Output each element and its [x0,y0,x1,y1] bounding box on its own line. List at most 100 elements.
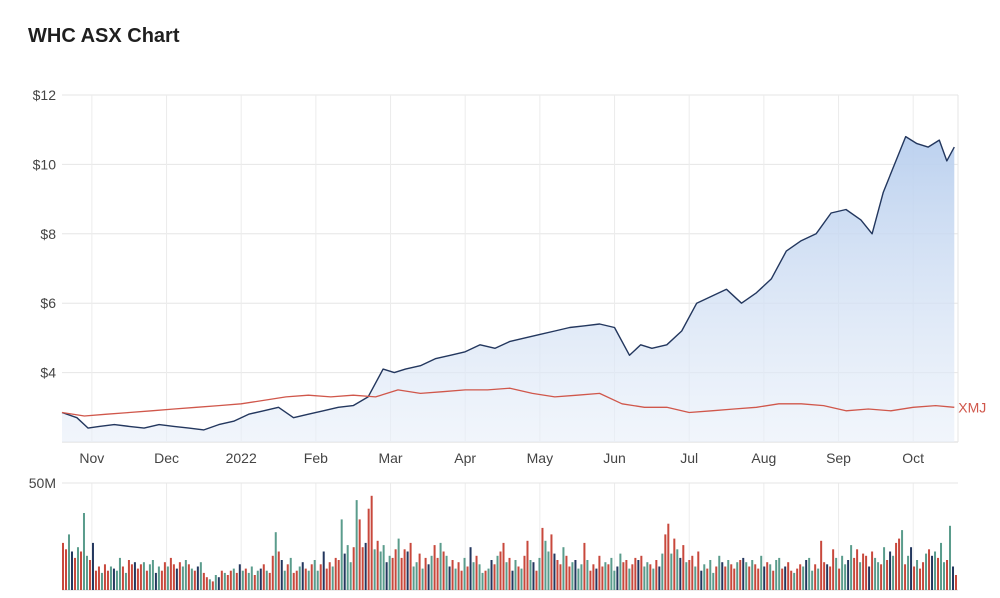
volume-bar [601,566,604,590]
volume-bar [439,542,442,590]
volume-bar [607,564,610,590]
volume-bar [283,570,286,590]
volume-bar [880,564,883,590]
volume-bar [691,555,694,590]
volume-bar [613,570,616,590]
volume-bar [568,566,571,590]
volume-bar [214,575,217,590]
x-tick-label: Mar [378,450,402,466]
volume-bar [913,566,916,590]
volume-bar [226,575,229,590]
volume-bar [544,540,547,590]
volume-bar [481,572,484,590]
volume-bar [823,562,826,590]
volume-bar [562,547,565,590]
volume-bar [421,568,424,590]
volume-bar [391,557,394,590]
volume-bar [538,557,541,590]
volume-bar [817,568,820,590]
volume-bar [352,547,355,590]
volume-bar [304,568,307,590]
volume-bar [889,551,892,590]
volume-bar [715,566,718,590]
volume-bar [706,568,709,590]
price-y-axis: $4 $6 $8 $10 $12 [33,87,57,381]
volume-bar [559,564,562,590]
volume-bar [676,549,679,590]
volume-bar [193,570,196,590]
volume-bar [286,564,289,590]
volume-bar [589,570,592,590]
volume-bar [460,570,463,590]
volume-bar [523,555,526,590]
volume-bar [274,532,277,590]
volume-bar [235,572,238,590]
volume-bar [367,508,370,590]
volume-bar [154,572,157,590]
volume-bar [844,564,847,590]
x-axis: Nov Dec 2022 Feb Mar Apr May Jun Jul Aug Sep Oct [79,450,924,466]
volume-bar [526,540,529,590]
volume-bar [757,568,760,590]
volume-bar [661,553,664,590]
volume-bar [457,562,460,590]
x-tick-label: Oct [902,450,924,466]
volume-bar [208,579,211,590]
volume-bar [178,562,181,590]
volume-bar [931,555,934,590]
volume-bar [358,519,361,590]
volume-bar [355,500,358,590]
volume-bar [574,560,577,590]
x-tick-label: 2022 [226,450,257,466]
volume-bar [499,551,502,590]
volume-bar [316,570,319,590]
volume-bar [418,553,421,590]
volume-bar [388,555,391,590]
volume-bar [541,527,544,590]
volume-bar [433,545,436,590]
volume-bar [277,551,280,590]
volume-bar [181,566,184,590]
volume-bar [427,564,430,590]
price-lines [61,135,955,431]
volume-bar [649,564,652,590]
volume-bar [727,560,730,590]
volume-bar [940,542,943,590]
volume-bar [793,572,796,590]
volume-bar [190,568,193,590]
volume-bar [877,562,880,590]
y-tick-label: $10 [33,156,57,172]
volume-bar [673,538,676,590]
volume-bar [295,570,298,590]
volume-bar [781,568,784,590]
volume-bar [331,566,334,590]
volume-bar [604,562,607,590]
x-tick-label: Feb [304,450,328,466]
volume-bar [592,564,595,590]
volume-bar [280,560,283,590]
volume-bar [319,564,322,590]
x-tick-label: Sep [826,450,851,466]
volume-bar [658,566,661,590]
volume-bar [901,530,904,590]
volume-bar [754,564,757,590]
volume-bar [442,551,445,590]
volume-bar [115,570,118,590]
volume-bar [70,551,73,590]
volume-bar [472,562,475,590]
price-area [62,136,955,442]
volume-bar [337,560,340,590]
volume-bar [325,568,328,590]
y-tick-label: $8 [40,226,56,242]
volume-bar [679,557,682,590]
volume-bar [169,557,172,590]
volume-bar [298,566,301,590]
volume-bar [856,549,859,590]
volume-bar [799,564,802,590]
series-label-xmj: XMJ [958,399,986,415]
volume-bar [862,553,865,590]
volume-bar [778,557,781,590]
volume-bar [748,566,751,590]
volume-bar [733,568,736,590]
volume-bar [763,566,766,590]
